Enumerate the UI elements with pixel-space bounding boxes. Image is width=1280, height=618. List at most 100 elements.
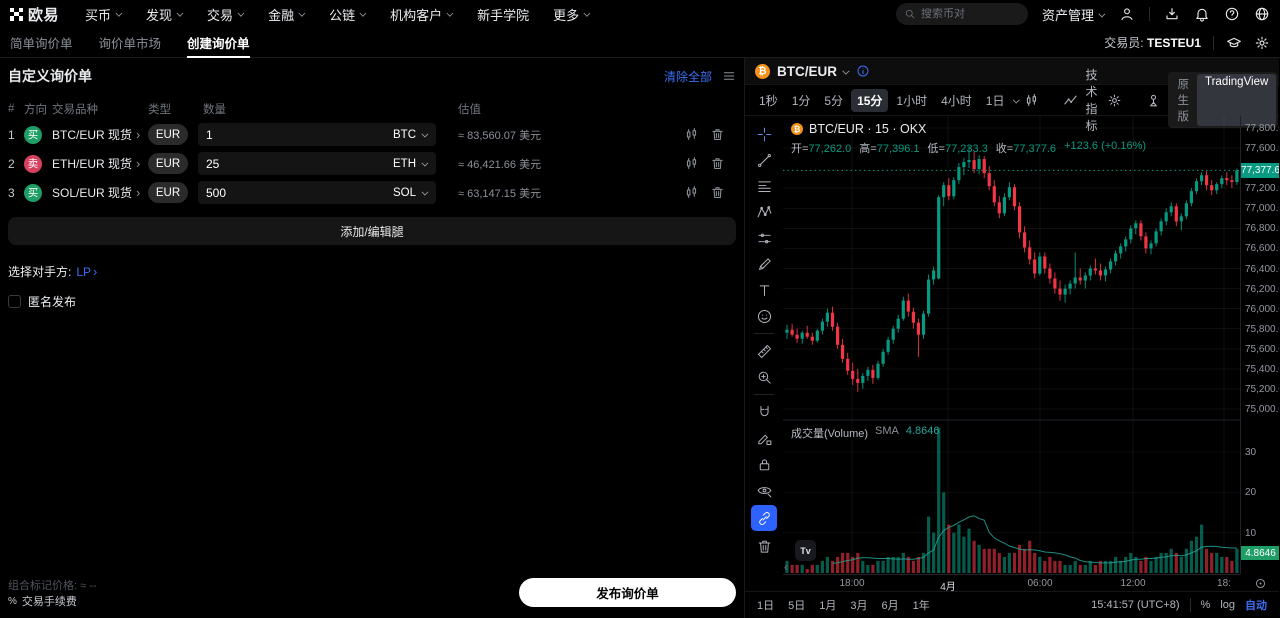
- range-6mo[interactable]: 6月: [881, 600, 899, 612]
- range-1y[interactable]: 1年: [912, 600, 930, 612]
- price-tick: 77,000.0: [1245, 203, 1279, 214]
- timeframe-1d[interactable]: 1日: [985, 93, 1005, 108]
- timeframe-1s[interactable]: 1秒: [759, 93, 778, 108]
- add-edit-legs-button[interactable]: 添加/编辑腿: [8, 217, 736, 245]
- info-icon[interactable]: [856, 64, 870, 78]
- type-pill[interactable]: EUR: [148, 182, 188, 203]
- assets-menu[interactable]: 资产管理: [1042, 5, 1105, 24]
- compare-icon[interactable]: [1141, 93, 1166, 108]
- timeframe-15m[interactable]: 15分: [851, 88, 889, 112]
- menu-item-academy[interactable]: 新手学院: [477, 7, 530, 23]
- hide-drawings-eye-icon[interactable]: [751, 479, 777, 501]
- fee-label[interactable]: 交易手续费: [21, 596, 77, 608]
- menu-item-finance[interactable]: 金融: [268, 5, 305, 24]
- okx-logo[interactable]: [10, 7, 23, 21]
- pair-selector[interactable]: ETH/EUR 现货 ›: [52, 156, 141, 171]
- delete-leg-icon[interactable]: [710, 127, 736, 142]
- measure-ruler-icon[interactable]: [751, 340, 777, 362]
- emoji-tool-icon[interactable]: [751, 305, 777, 327]
- amount-input[interactable]: [206, 127, 393, 142]
- range-5d[interactable]: 5日: [788, 600, 806, 612]
- range-1mo[interactable]: 1月: [819, 600, 837, 612]
- profile-icon[interactable]: [1119, 6, 1135, 22]
- range-1d[interactable]: 1日: [757, 600, 775, 612]
- notifications-bell-icon[interactable]: [1194, 6, 1210, 22]
- timeframe-4h[interactable]: 4小时: [941, 93, 972, 108]
- amount-input[interactable]: [206, 156, 393, 171]
- menu-item-institutional[interactable]: 机构客户: [390, 5, 453, 24]
- range-3mo[interactable]: 3月: [850, 600, 868, 612]
- goto-date-icon[interactable]: [1254, 577, 1267, 590]
- search-input[interactable]: [920, 8, 1011, 20]
- candle-style-icon[interactable]: [1019, 93, 1044, 108]
- auto-scale-button[interactable]: 自动: [1245, 600, 1267, 612]
- price-axis[interactable]: 77,800.0 77,600.0 77,200.0 77,000.0 76,800.0…: [1240, 116, 1279, 574]
- candlestick-chart[interactable]: [783, 116, 1240, 574]
- chart-icon[interactable]: [684, 127, 710, 142]
- delete-leg-icon[interactable]: [710, 185, 736, 200]
- percent-scale-button[interactable]: %: [1200, 599, 1211, 611]
- amount-input[interactable]: [206, 185, 393, 200]
- publish-rfq-button[interactable]: 发布询价单: [519, 578, 736, 607]
- menu-item-trade[interactable]: 交易: [207, 5, 244, 24]
- chart-icon[interactable]: [684, 156, 710, 171]
- text-tool-icon[interactable]: [751, 279, 777, 301]
- tab-rfq-market[interactable]: 询价单市场: [98, 37, 162, 51]
- pair-selector[interactable]: BTC/EUR 现货 ›: [52, 127, 141, 142]
- chart-icon[interactable]: [684, 185, 710, 200]
- settings-gear-icon[interactable]: [1254, 35, 1270, 51]
- menu-item-chain[interactable]: 公链: [329, 5, 366, 24]
- delete-leg-icon[interactable]: [710, 156, 736, 171]
- timeframe-5m[interactable]: 5分: [824, 93, 844, 108]
- log-scale-button[interactable]: log: [1220, 599, 1235, 611]
- indicators-icon[interactable]: [1058, 93, 1083, 108]
- clock-text[interactable]: 15:41:57 (UTC+8): [1091, 599, 1180, 611]
- price-tick: 77,600.0: [1245, 143, 1279, 154]
- time-axis[interactable]: 18:00 4月 06:00 12:00 18:: [783, 574, 1240, 591]
- chart-settings-gear-icon[interactable]: [1102, 93, 1127, 108]
- remove-drawings-trash-icon[interactable]: [751, 535, 777, 557]
- brush-tool-icon[interactable]: [751, 253, 777, 275]
- clear-all-link[interactable]: 清除全部: [663, 69, 712, 84]
- scroll-left-icon[interactable]: ‹: [784, 560, 788, 574]
- tradingview-watermark: Tv: [795, 540, 816, 561]
- chart-body: ₿ BTC/EUR · 15 · OKX 开=77,262.0 高=77,396…: [745, 116, 1279, 591]
- tab-create-rfq[interactable]: 创建询价单: [187, 28, 250, 58]
- unit-selector[interactable]: SOL: [393, 187, 428, 199]
- unit-selector[interactable]: BTC: [393, 129, 428, 141]
- projection-tool-icon[interactable]: [751, 227, 777, 249]
- native-version-option[interactable]: 原生版: [1177, 79, 1190, 123]
- unit-selector[interactable]: ETH: [393, 158, 428, 170]
- type-pill[interactable]: EUR: [148, 124, 188, 145]
- menu-item-more[interactable]: 更多: [553, 5, 590, 24]
- symbol-selector[interactable]: BTC/EUR: [777, 64, 849, 79]
- fib-retracement-tool-icon[interactable]: [751, 175, 777, 197]
- crosshair-tool-icon[interactable]: [751, 123, 777, 145]
- tradingview-option[interactable]: TradingView: [1197, 74, 1277, 126]
- magnet-icon[interactable]: [751, 401, 777, 423]
- drawing-edit-lock-icon[interactable]: [751, 427, 777, 449]
- lock-drawings-icon[interactable]: [751, 453, 777, 475]
- xabcd-pattern-tool-icon[interactable]: [751, 201, 777, 223]
- sync-link-icon[interactable]: [751, 505, 777, 531]
- zoom-in-icon[interactable]: [751, 366, 777, 388]
- help-icon[interactable]: [1224, 6, 1240, 22]
- search-box[interactable]: [895, 3, 1028, 25]
- tutorial-cap-icon[interactable]: [1226, 35, 1242, 51]
- price-tick: 76,000.0: [1245, 304, 1279, 315]
- anonymous-checkbox[interactable]: [8, 295, 21, 308]
- timeframe-1h[interactable]: 1小时: [896, 93, 928, 108]
- menu-item-buy-crypto[interactable]: 买币: [85, 5, 122, 24]
- pair-selector[interactable]: SOL/EUR 现货 ›: [52, 185, 141, 200]
- list-icon[interactable]: [722, 69, 736, 83]
- timeframe-1m[interactable]: 1分: [791, 93, 811, 108]
- language-globe-icon[interactable]: [1254, 6, 1270, 22]
- type-pill[interactable]: EUR: [148, 153, 188, 174]
- counterparty-selector[interactable]: LP ›: [76, 264, 98, 279]
- menu-item-discover[interactable]: 发现: [146, 5, 183, 24]
- brand-name[interactable]: 欧易: [28, 6, 60, 24]
- download-app-icon[interactable]: [1164, 6, 1180, 22]
- tab-simple-rfq[interactable]: 简单询价单: [10, 37, 73, 51]
- trend-line-tool-icon[interactable]: [751, 149, 777, 171]
- indicators-label[interactable]: 技术指标: [1085, 68, 1098, 133]
